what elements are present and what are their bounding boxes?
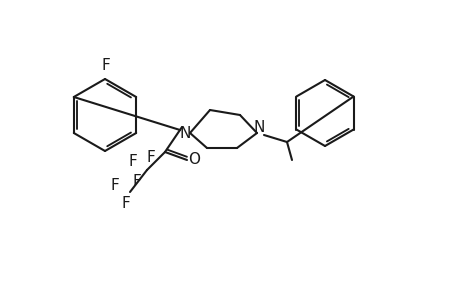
- Text: O: O: [188, 152, 200, 166]
- Text: F: F: [110, 178, 119, 193]
- Text: F: F: [132, 175, 141, 190]
- Text: F: F: [121, 196, 130, 211]
- Text: F: F: [146, 151, 155, 166]
- Text: F: F: [101, 58, 110, 74]
- Text: F: F: [129, 154, 137, 169]
- Text: N: N: [253, 121, 264, 136]
- Text: N: N: [179, 125, 190, 140]
